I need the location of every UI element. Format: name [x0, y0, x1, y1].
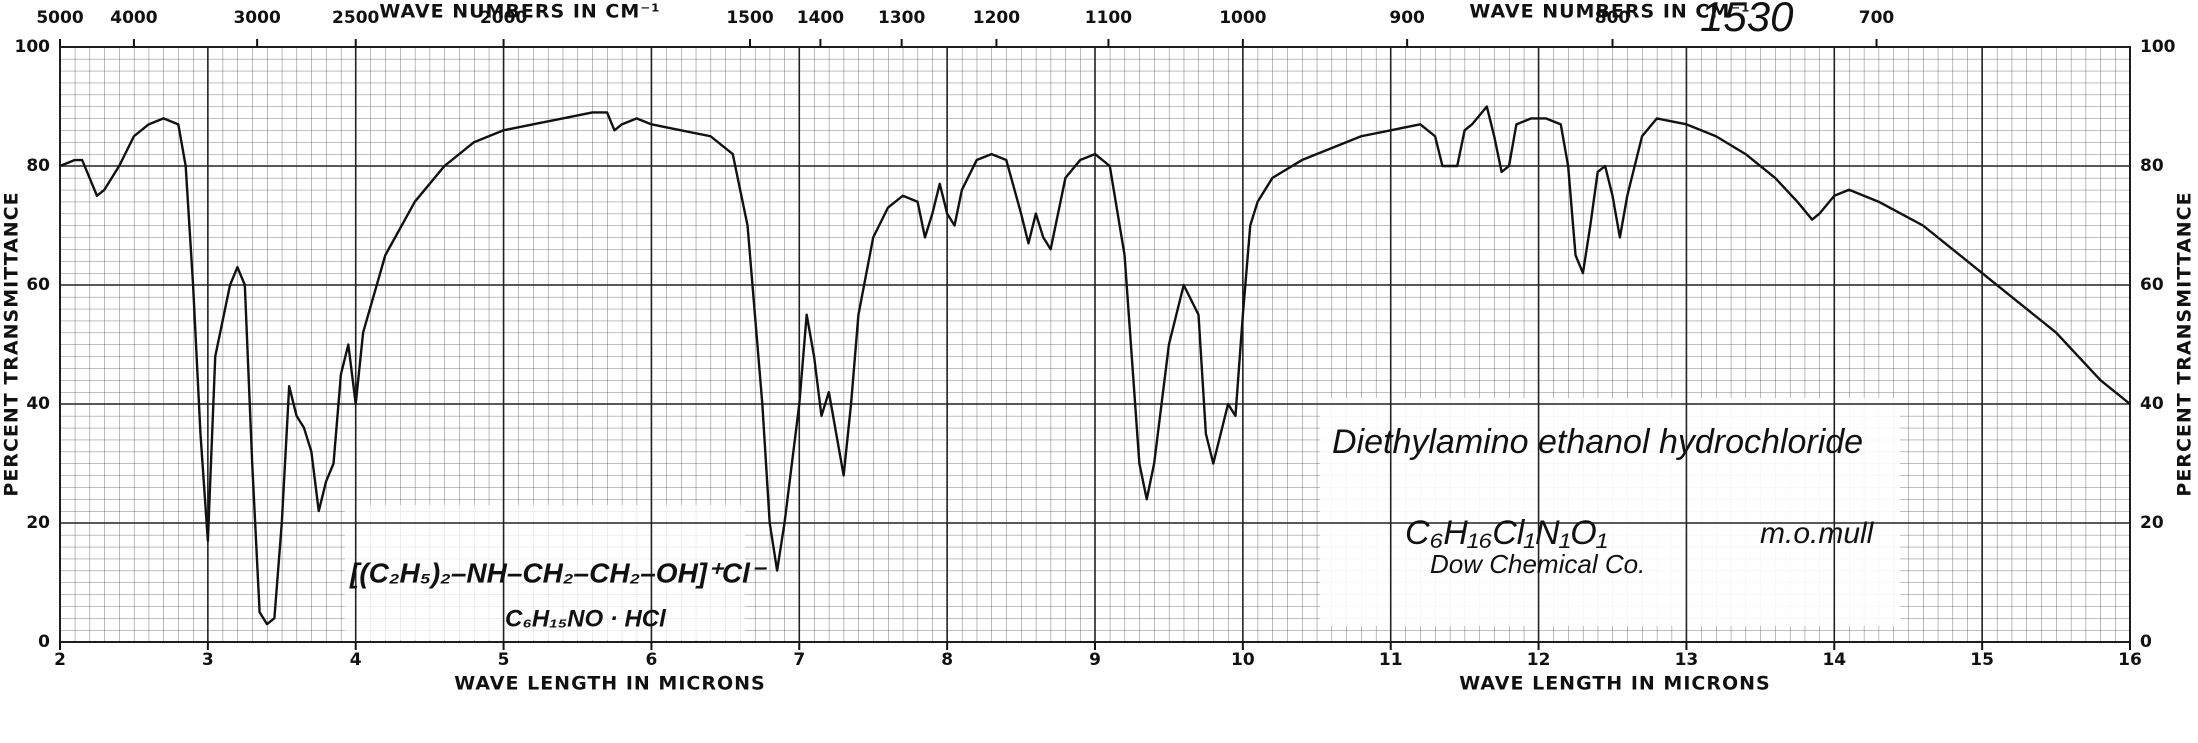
x-axis-title: WAVE LENGTH IN MICRONS — [454, 673, 765, 695]
x-tick-label: 6 — [646, 650, 658, 670]
x-tick-label: 13 — [1675, 650, 1699, 670]
y-tick-label-right: 0 — [2140, 632, 2152, 652]
y-tick-label: 0 — [38, 632, 50, 652]
structural-formula: [(C₂H₅)₂–NH–CH₂–CH₂–OH]⁺Cl⁻ — [349, 557, 768, 588]
x-tick-label: 12 — [1527, 650, 1551, 670]
compound-name: Diethylamino ethanol hydrochloride — [1332, 423, 1863, 461]
y-tick-label: 80 — [26, 156, 50, 176]
x2-tick-label: 900 — [1389, 8, 1425, 28]
x-tick-label: 10 — [1231, 650, 1255, 670]
x-tick-label: 7 — [793, 650, 805, 670]
sample-number: 1530 — [1700, 0, 1794, 40]
y-tick-label-right: 60 — [2140, 275, 2164, 295]
x-tick-label: 11 — [1379, 650, 1403, 670]
y-tick-label: 60 — [26, 275, 50, 295]
x-tick-label: 15 — [1970, 650, 1994, 670]
x2-tick-label: 2000 — [480, 8, 527, 28]
molecular-formula: C₆H₁₆Cl₁N₁O₁ — [1405, 514, 1607, 552]
x2-axis-title: WAVE NUMBERS IN CM⁻¹ — [379, 1, 660, 23]
x2-tick-label: 800 — [1595, 8, 1631, 28]
x-tick-label: 5 — [498, 650, 510, 670]
x2-tick-label: 5000 — [36, 8, 83, 28]
x2-axis-title: WAVE NUMBERS IN CM⁻¹ — [1469, 1, 1750, 23]
x-tick-label: 16 — [2118, 650, 2142, 670]
x2-tick-label: 1400 — [797, 8, 844, 28]
grid — [59, 46, 2131, 643]
x2-tick-label: 3000 — [233, 8, 280, 28]
x2-tick-label: 1100 — [1085, 8, 1132, 28]
y-tick-label-right: 100 — [2140, 37, 2176, 57]
x-tick-label: 8 — [941, 650, 953, 670]
x2-tick-label: 2500 — [332, 8, 379, 28]
y-tick-label-right: 20 — [2140, 513, 2164, 533]
y-tick-label: 100 — [15, 37, 51, 57]
salt-formula: C₆H₁₅NO · HCl — [505, 605, 667, 632]
y-tick-label: 40 — [26, 394, 50, 414]
x-tick-label: 14 — [1822, 650, 1846, 670]
y-axis-title: PERCENT TRANSMITTANCE — [1, 191, 23, 496]
spectrum-line — [59, 105, 2131, 626]
x-tick-label: 4 — [350, 650, 362, 670]
x2-tick-label: 1300 — [878, 8, 925, 28]
y-tick-label: 20 — [26, 513, 50, 533]
x2-tick-label: 4000 — [110, 8, 157, 28]
y-tick-label-right: 80 — [2140, 156, 2164, 176]
x2-tick-label: 1500 — [726, 8, 773, 28]
x-tick-label: 2 — [54, 650, 66, 670]
x2-tick-label: 700 — [1859, 8, 1895, 28]
x2-tick-label: 1000 — [1219, 8, 1266, 28]
x-tick-label: 3 — [202, 650, 214, 670]
source: Dow Chemical Co. — [1430, 549, 1645, 579]
sample-prep: m.o.mull — [1760, 517, 1875, 550]
marks — [59, 105, 2131, 626]
x-tick-label: 9 — [1089, 650, 1101, 670]
y-tick-label-right: 40 — [2140, 394, 2164, 414]
y-axis-title-right: PERCENT TRANSMITTANCE — [2174, 191, 2196, 496]
label-backdrop — [1320, 398, 1900, 626]
x2-tick-label: 1200 — [973, 8, 1020, 28]
x-axis-title: WAVE LENGTH IN MICRONS — [1459, 673, 1770, 695]
formula-backdrop — [345, 505, 745, 640]
